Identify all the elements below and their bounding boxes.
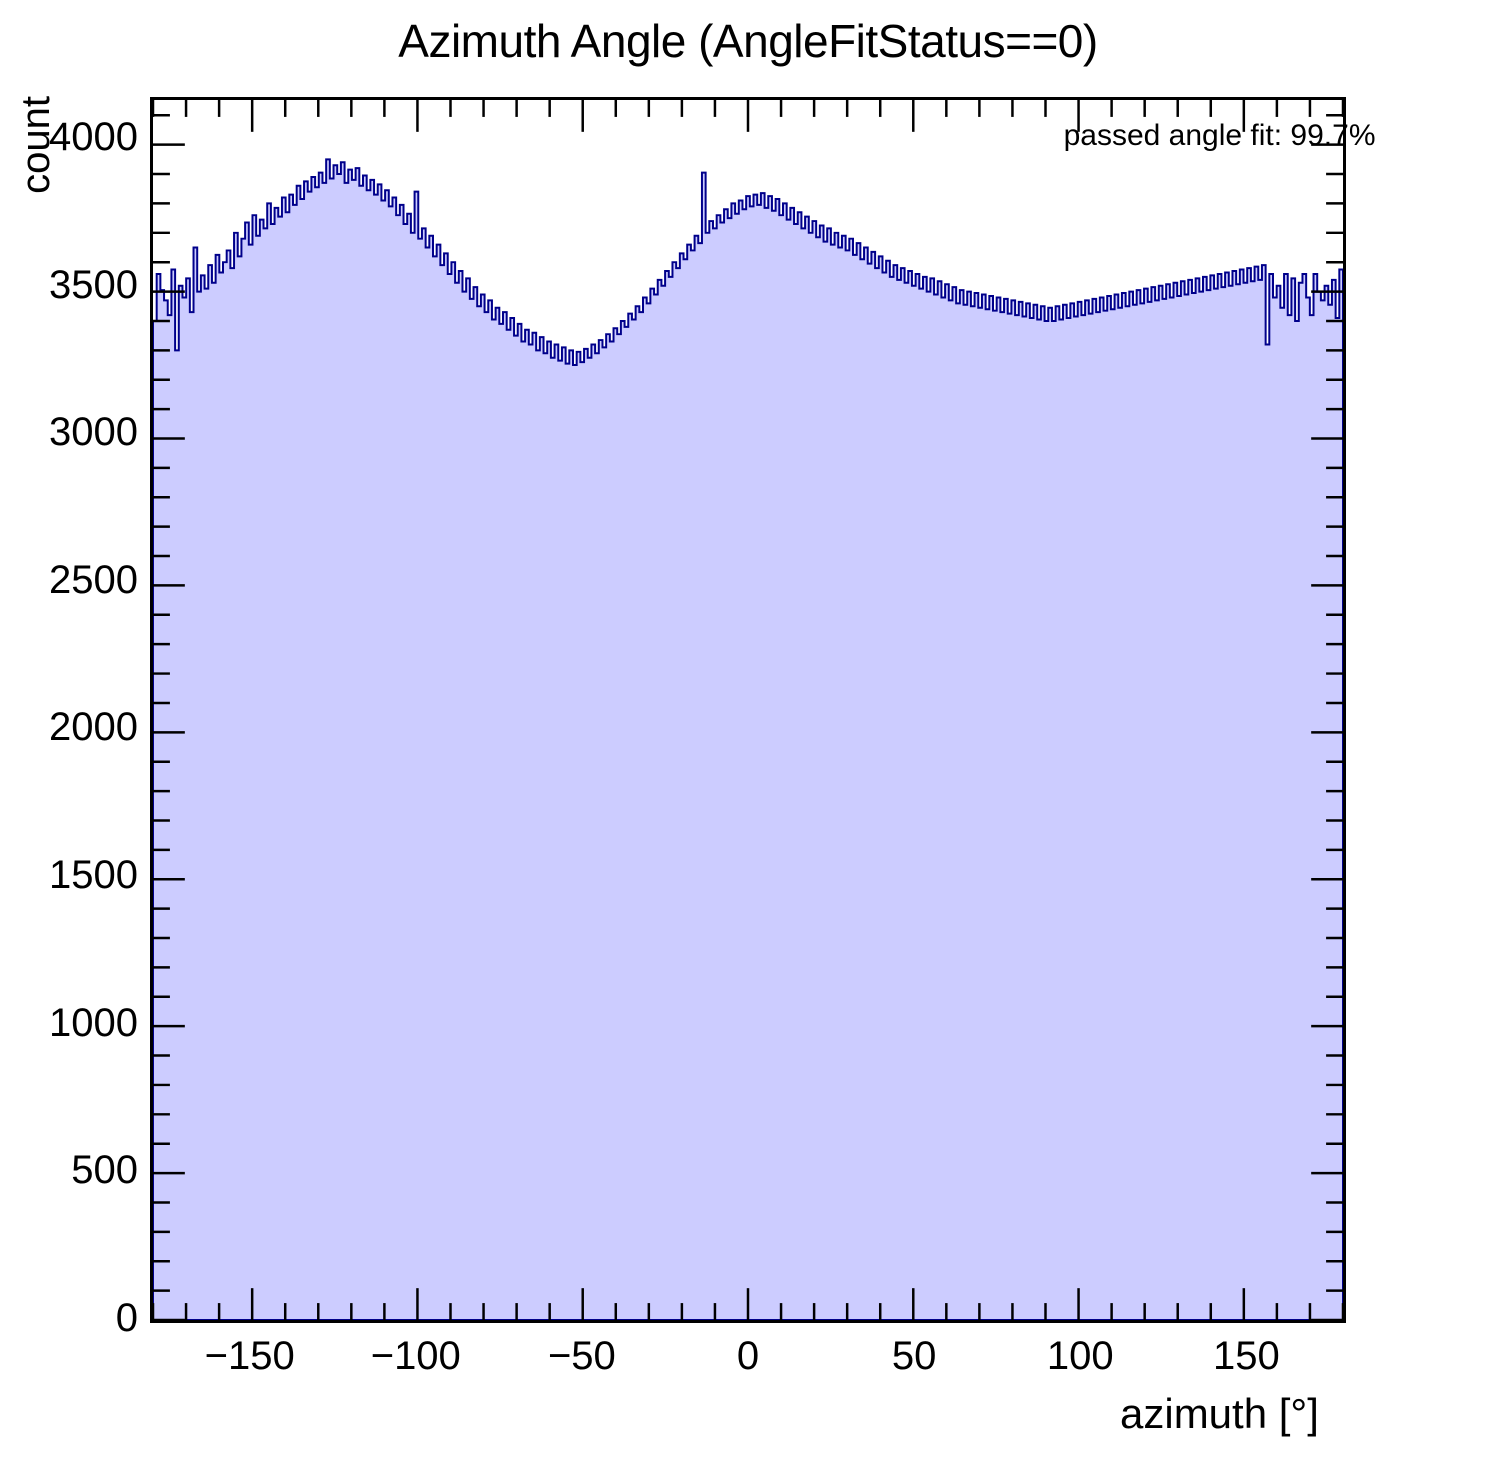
x-tick-label: 100 — [1046, 1334, 1114, 1378]
x-tick-label: −50 — [547, 1334, 616, 1378]
y-tick-label: 4000 — [49, 114, 138, 159]
pass-rate-annotation: passed angle fit: 99.7% — [1063, 118, 1376, 152]
x-tick-label: −150 — [204, 1334, 295, 1378]
x-tick-label: 50 — [891, 1334, 937, 1378]
y-tick-label: 1000 — [49, 1000, 138, 1045]
y-tick-label: 2500 — [49, 557, 138, 602]
y-tick-label: 500 — [71, 1148, 138, 1193]
y-tick-label: 1500 — [49, 853, 138, 898]
x-tick-label: 150 — [1212, 1334, 1280, 1378]
x-tick-label: 0 — [736, 1334, 760, 1378]
x-axis-title: azimuth [°] — [1120, 1390, 1319, 1437]
x-tick-label: −100 — [370, 1334, 461, 1378]
histogram-series — [153, 158, 1343, 1320]
histogram-plot — [153, 100, 1343, 1320]
y-tick-label: 3500 — [49, 262, 138, 307]
plot-frame — [150, 97, 1346, 1323]
page-title: Azimuth Angle (AngleFitStatus==0) — [398, 15, 1098, 67]
y-tick-label: 0 — [115, 1296, 138, 1340]
y-tick-label: 2000 — [49, 705, 138, 750]
y-tick-label: 3000 — [49, 410, 138, 455]
